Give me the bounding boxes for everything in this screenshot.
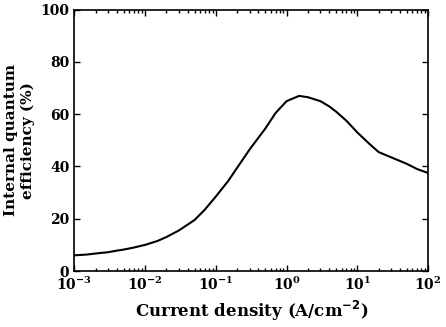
- X-axis label: Current density (A/cm$^{-2}$): Current density (A/cm$^{-2}$): [135, 299, 368, 323]
- Y-axis label: Internal quantum
efficiency (%): Internal quantum efficiency (%): [4, 64, 35, 216]
